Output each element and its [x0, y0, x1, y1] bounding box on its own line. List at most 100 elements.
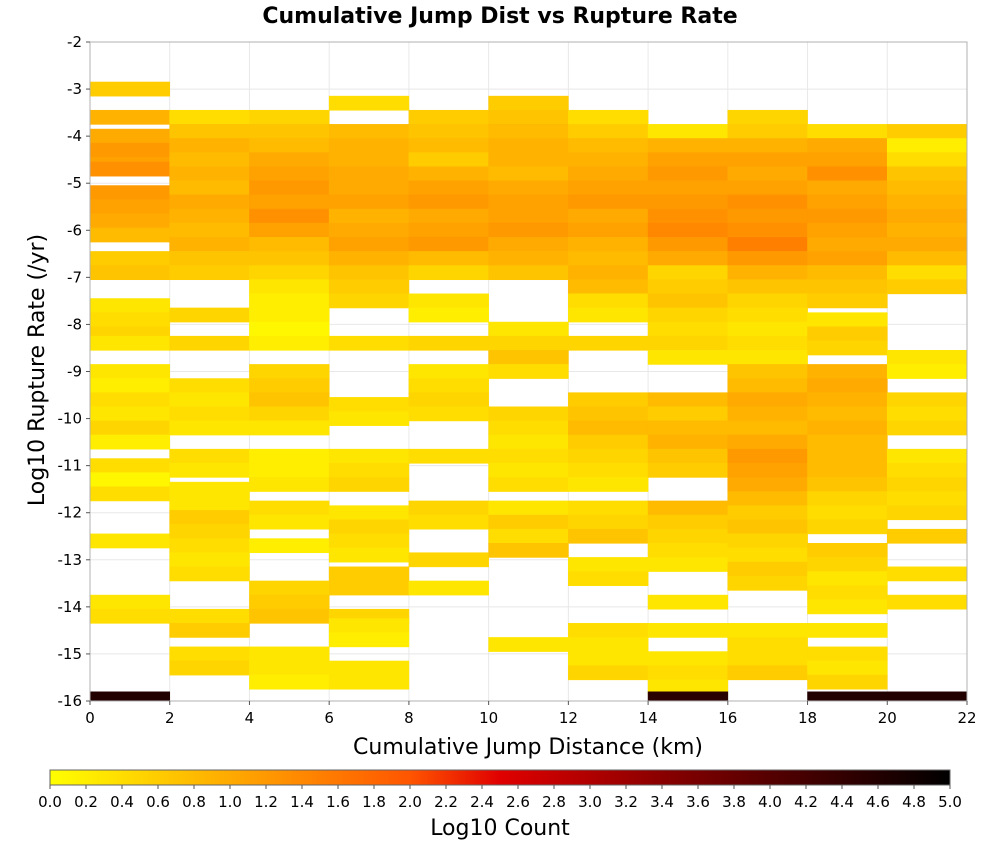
heatmap-cell [807, 152, 888, 168]
heatmap-cell [886, 166, 968, 182]
heatmap-cell [568, 180, 649, 196]
heatmap-cell [886, 406, 968, 422]
heatmap-cell [89, 265, 171, 281]
heatmap-cell [727, 434, 808, 450]
colorbar-tick-label: 4.0 [758, 793, 782, 811]
heatmap-cell [568, 166, 649, 182]
heatmap-cell [488, 208, 569, 224]
heatmap-cell [249, 500, 330, 516]
heatmap-cell [408, 166, 489, 182]
heatmap-cell [488, 364, 569, 379]
colorbar-tick-label: 0.8 [182, 793, 206, 811]
y-tick-label: -16 [58, 692, 83, 710]
y-tick-label: -14 [58, 598, 83, 616]
heatmap-cell [647, 434, 729, 450]
heatmap-cell [568, 392, 649, 408]
colorbar-tick-label: 1.8 [362, 793, 386, 811]
heatmap-cell [886, 350, 968, 365]
heatmap-cell [727, 637, 808, 652]
heatmap-cell [568, 623, 649, 638]
heatmap-cell [568, 335, 649, 351]
heatmap-cell [328, 580, 410, 596]
heatmap-cell [568, 651, 649, 666]
colorbar-tick-label: 0.0 [38, 793, 62, 811]
heatmap-cell [647, 293, 729, 309]
heatmap-cell [727, 462, 808, 478]
heatmap-cell [249, 364, 330, 379]
heatmap-cell [328, 265, 410, 281]
heatmap-cell [408, 448, 489, 464]
heatmap-cell [328, 237, 410, 252]
heatmap-cell [408, 335, 489, 351]
colorbar [49, 769, 951, 786]
colorbar-tick-label: 3.8 [722, 793, 746, 811]
colorbar-tick-label: 4.6 [866, 793, 890, 811]
heatmap-cell [647, 406, 729, 422]
heatmap-cell [408, 180, 489, 196]
heatmap-cell [249, 448, 330, 464]
heatmap-cell [169, 448, 250, 464]
heatmap-cell [408, 378, 489, 393]
heatmap-cell [488, 477, 569, 492]
colorbar-tick-label: 2.4 [470, 793, 494, 811]
heatmap-cell [568, 665, 649, 681]
heatmap-cell [727, 307, 808, 323]
heatmap-cell [568, 307, 649, 323]
heatmap-cell [488, 194, 569, 210]
heatmap-cell [408, 514, 489, 530]
heatmap-cell [328, 208, 410, 224]
heatmap-cell [807, 543, 888, 558]
heatmap-cell [408, 222, 489, 238]
heatmap-cell [647, 208, 729, 224]
heatmap-cell [249, 222, 330, 238]
colorbar-tick-label: 1.6 [326, 793, 350, 811]
colorbar-tick-label: 0.4 [110, 793, 134, 811]
heatmap-cell [807, 124, 888, 139]
x-tick-label: 0 [85, 709, 95, 727]
heatmap-cell [169, 307, 250, 323]
heatmap-cell [727, 166, 808, 182]
heatmap-cell [249, 646, 330, 662]
colorbar-tick-label: 0.2 [74, 793, 98, 811]
heatmap-cell [647, 166, 729, 182]
heatmap-cell [328, 411, 410, 426]
heatmap-cell [886, 392, 968, 408]
heatmap-cell [727, 350, 808, 365]
heatmap-cell [249, 514, 330, 530]
heatmap-cell [89, 142, 171, 158]
heatmap-cell [568, 514, 649, 530]
heatmap-cell [568, 462, 649, 478]
heatmap-cell [807, 208, 888, 224]
heatmap-cell [568, 138, 649, 153]
heatmap-cell [807, 448, 888, 464]
heatmap-cell [886, 477, 968, 492]
colorbar-tick-label: 2.2 [434, 793, 458, 811]
heatmap-cell [647, 237, 729, 252]
x-axis-ticks: 0 2 4 6 8 10 12 14 16 18 20 22 [85, 701, 977, 727]
heatmap-cell [328, 448, 410, 464]
heatmap-cell [488, 500, 569, 516]
heatmap-cell [807, 505, 888, 521]
heatmap-cell [408, 124, 489, 139]
heatmap-cell [408, 208, 489, 224]
heatmap-cell [169, 510, 250, 525]
heatmap-cell [886, 237, 968, 252]
heatmap-cell [647, 138, 729, 153]
heatmap-cell [408, 500, 489, 516]
heatmap-cell [568, 279, 649, 295]
heatmap-cell [89, 364, 171, 379]
heatmap-cell [89, 434, 171, 450]
heatmap-cell [647, 691, 729, 702]
heatmap-cell [169, 180, 250, 196]
heatmap-cell [249, 406, 330, 422]
heatmap-cell [328, 618, 410, 634]
heatmap-cell [568, 124, 649, 139]
heatmap-cell [488, 434, 569, 450]
heatmap-cell [886, 364, 968, 379]
heatmap-cell [807, 340, 888, 356]
heatmap-cell [647, 392, 729, 408]
heatmap-cell [488, 528, 569, 544]
heatmap-cell [647, 321, 729, 337]
colorbar-tick-label: 3.2 [614, 793, 638, 811]
heatmap-cell [249, 265, 330, 281]
